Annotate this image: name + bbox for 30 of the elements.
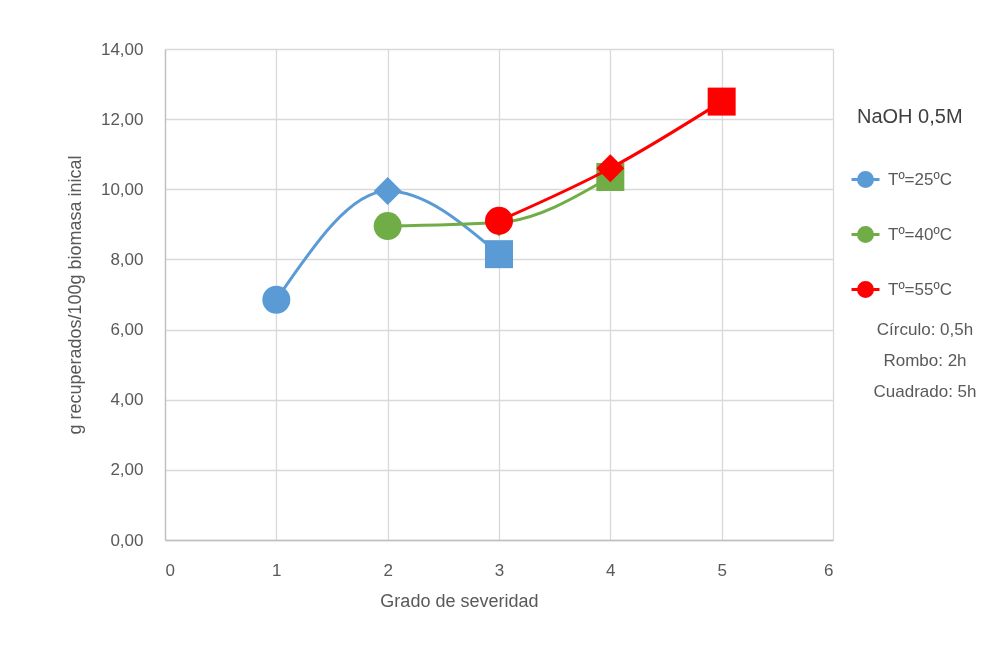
text: Cuadrado: 5h (873, 382, 977, 401)
point (707, 87, 736, 116)
y-tick-label: 4,00 (110, 390, 144, 410)
y-axis-title: g recuperados/100g biomasa inical (64, 155, 85, 435)
legend-title: NaOH 0,5M (857, 105, 963, 127)
x-tick-label: 3 (494, 560, 505, 580)
y-tick-label: 2,00 (110, 460, 144, 480)
x-axis-title: Grado de severidad (380, 590, 539, 611)
text: Rombo: 2h (883, 351, 967, 370)
point (485, 240, 513, 269)
y-tick-label: 12,00 (100, 109, 144, 129)
legend-label: Tº=25ºC (888, 169, 952, 189)
point (373, 177, 402, 206)
legend-label: Tº=55ºC (888, 279, 952, 299)
y-tick-label: 0,00 (110, 530, 144, 550)
x-tick-label: 0 (165, 560, 175, 580)
point (373, 212, 402, 241)
point (262, 285, 291, 314)
y-tick-label: 14,00 (100, 39, 144, 59)
text: Círculo: 0,5h (876, 320, 974, 339)
x-tick-label: 1 (272, 560, 282, 580)
x-tick-label: 5 (717, 560, 727, 580)
y-tick-label: 10,00 (100, 179, 144, 199)
legend-label: Tº=40ºC (888, 224, 952, 244)
x-tick-label: 2 (383, 560, 393, 580)
point (596, 154, 625, 183)
y-tick-label: 6,00 (110, 320, 144, 340)
x-tick-label: 4 (606, 560, 616, 580)
x-tick-label: 6 (824, 560, 834, 580)
y-tick-label: 8,00 (110, 249, 144, 269)
